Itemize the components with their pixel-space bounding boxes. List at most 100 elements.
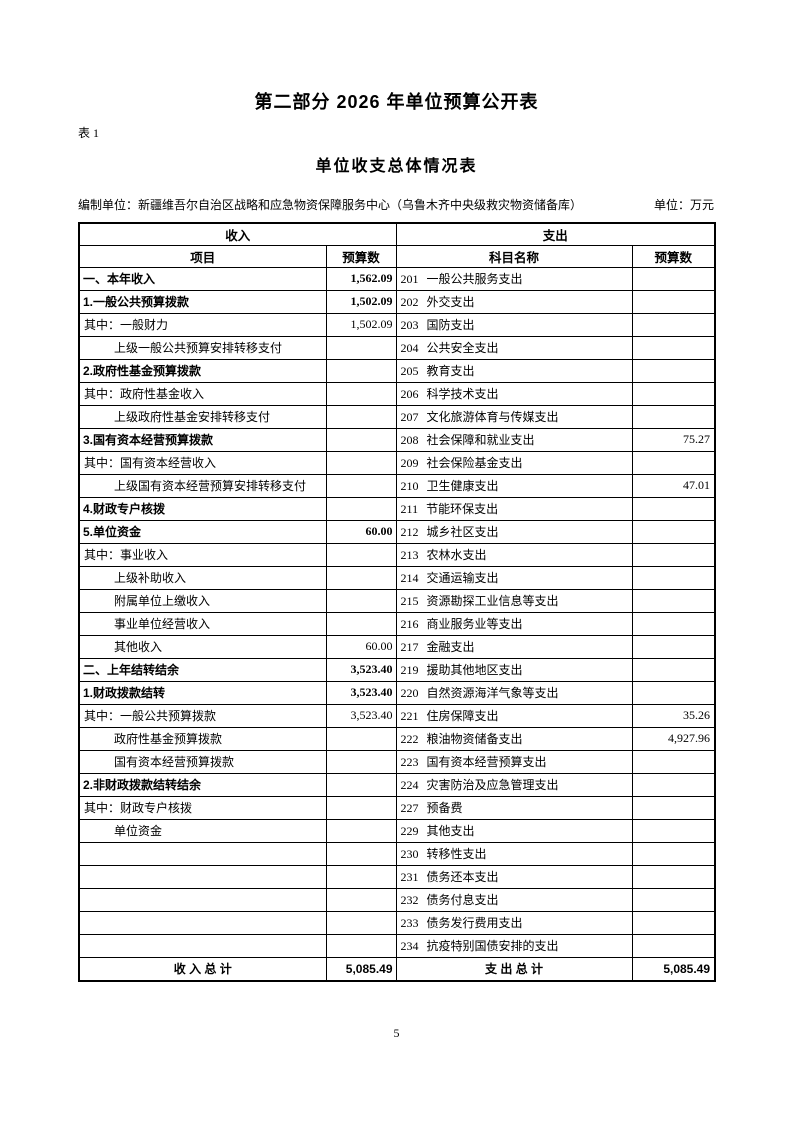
table-row: 232 债务付息支出 — [78, 887, 716, 912]
expense-subject-cell: 229 其他支出 — [395, 818, 633, 843]
table-title: 单位收支总体情况表 — [315, 158, 478, 175]
table-row: 其中：一般公共预算拨款 3,523.40 221 住房保障支出 35.26 — [78, 703, 716, 728]
expense-amount-cell: 35.26 — [631, 703, 716, 728]
income-amount-cell — [325, 818, 397, 843]
income-item-cell: 单位资金 — [78, 818, 327, 843]
table-row: 上级政府性基金安排转移支付 207 文化旅游体育与传媒支出 — [78, 404, 716, 429]
income-amount-cell: 1,502.09 — [325, 312, 397, 337]
expense-amount-cell — [631, 358, 716, 383]
income-amount-cell — [325, 358, 397, 383]
income-item-cell: 国有资本经营预算拨款 — [78, 749, 327, 774]
table-row: 其中：政府性基金收入 206 科学技术支出 — [78, 381, 716, 406]
income-item-cell — [78, 841, 327, 866]
expense-amount-cell — [631, 496, 716, 521]
income-amount-cell — [325, 749, 397, 774]
income-item-cell: 一、本年收入 — [78, 266, 327, 291]
expense-subject-cell: 208 社会保障和就业支出 — [395, 427, 633, 452]
income-amount-cell — [325, 381, 397, 406]
expense-total-label: 支 出 总 计 — [395, 956, 633, 982]
income-item-cell: 1.财政拨款结转 — [78, 680, 327, 705]
income-amount-cell — [325, 427, 397, 452]
income-item-cell — [78, 864, 327, 889]
expense-amount-cell — [631, 795, 716, 820]
unit-label: 单位：万元 — [653, 198, 714, 212]
income-item-cell: 二、上年结转结余 — [78, 657, 327, 682]
prepared-by: 编制单位：新疆维吾尔自治区战略和应急物资保障服务中心（乌鲁木齐中央级救灾物资储备… — [78, 196, 582, 213]
income-item-cell: 5.单位资金 — [78, 519, 327, 544]
table-row: 233 债务发行费用支出 — [78, 910, 716, 935]
col-header-subject: 科目名称 — [395, 244, 633, 268]
col-header-income-budget: 预算数 — [325, 244, 397, 268]
income-amount-cell — [325, 910, 397, 935]
expense-subject-cell: 222 粮油物资储备支出 — [395, 726, 633, 751]
income-amount-cell: 60.00 — [325, 519, 397, 544]
table-column-header-row: 项目 预算数 科目名称 预算数 — [78, 244, 716, 268]
expense-group-header: 支出 — [395, 222, 716, 246]
table-row: 1.一般公共预算拨款 1,502.09 202 外交支出 — [78, 289, 716, 314]
income-amount-cell: 60.00 — [325, 634, 397, 659]
income-amount-cell — [325, 887, 397, 912]
income-item-cell: 政府性基金预算拨款 — [78, 726, 327, 751]
page-number: 5 — [393, 1026, 400, 1040]
income-item-cell: 其他收入 — [78, 634, 327, 659]
expense-amount-cell — [631, 565, 716, 590]
expense-amount-cell — [631, 818, 716, 843]
expense-subject-cell: 231 债务还本支出 — [395, 864, 633, 889]
expense-amount-cell: 75.27 — [631, 427, 716, 452]
table-number-label: 表 1 — [78, 126, 100, 140]
expense-subject-cell: 221 住房保障支出 — [395, 703, 633, 728]
expense-amount-cell — [631, 335, 716, 360]
prepared-by-label: 编制单位： — [78, 198, 139, 212]
table-row: 上级国有资本经营预算安排转移支付 210 卫生健康支出 47.01 — [78, 473, 716, 498]
expense-subject-cell: 214 交通运输支出 — [395, 565, 633, 590]
expense-amount-cell — [631, 749, 716, 774]
income-item-cell: 其中：国有资本经营收入 — [78, 450, 327, 475]
expense-subject-cell: 216 商业服务业等支出 — [395, 611, 633, 636]
expense-subject-cell: 224 灾害防治及应急管理支出 — [395, 772, 633, 797]
expense-amount-cell — [631, 289, 716, 314]
income-item-cell — [78, 910, 327, 935]
income-amount-cell: 3,523.40 — [325, 703, 397, 728]
budget-table: 收入 支出 项目 预算数 科目名称 预算数 一、本年收入 1,562.09 201 … — [78, 222, 717, 982]
income-amount-cell — [325, 795, 397, 820]
income-item-cell: 附属单位上缴收入 — [78, 588, 327, 613]
table-row: 上级一般公共预算安排转移支付 204 公共安全支出 — [78, 335, 716, 360]
expense-amount-cell — [631, 450, 716, 475]
income-amount-cell — [325, 841, 397, 866]
table-row: 其中：一般财力 1,502.09 203 国防支出 — [78, 312, 716, 337]
income-item-cell — [78, 887, 327, 912]
expense-amount-cell — [631, 657, 716, 682]
table-row: 上级补助收入 214 交通运输支出 — [78, 565, 716, 590]
income-item-cell — [78, 933, 327, 958]
expense-amount-cell — [631, 519, 716, 544]
table-row: 其他收入 60.00 217 金融支出 — [78, 634, 716, 659]
income-item-cell: 2.非财政拨款结转结余 — [78, 772, 327, 797]
expense-amount-cell — [631, 933, 716, 958]
expense-amount-cell — [631, 588, 716, 613]
income-total-value: 5,085.49 — [325, 956, 397, 982]
col-header-item: 项目 — [78, 244, 327, 268]
expense-subject-cell: 204 公共安全支出 — [395, 335, 633, 360]
table-row: 234 抗疫特别国债安排的支出 — [78, 933, 716, 958]
expense-subject-cell: 203 国防支出 — [395, 312, 633, 337]
expense-subject-cell: 230 转移性支出 — [395, 841, 633, 866]
expense-subject-cell: 207 文化旅游体育与传媒支出 — [395, 404, 633, 429]
expense-subject-cell: 210 卫生健康支出 — [395, 473, 633, 498]
income-amount-cell — [325, 450, 397, 475]
table-row: 事业单位经营收入 216 商业服务业等支出 — [78, 611, 716, 636]
expense-subject-cell: 212 城乡社区支出 — [395, 519, 633, 544]
expense-subject-cell: 205 教育支出 — [395, 358, 633, 383]
expense-amount-cell — [631, 772, 716, 797]
income-amount-cell — [325, 588, 397, 613]
income-amount-cell — [325, 772, 397, 797]
expense-amount-cell: 4,927.96 — [631, 726, 716, 751]
income-item-cell: 3.国有资本经营预算拨款 — [78, 427, 327, 452]
income-amount-cell — [325, 565, 397, 590]
table-row: 2.政府性基金预算拨款 205 教育支出 — [78, 358, 716, 383]
table-row: 3.国有资本经营预算拨款 208 社会保障和就业支出 75.27 — [78, 427, 716, 452]
income-item-cell: 其中：事业收入 — [78, 542, 327, 567]
income-item-cell: 上级国有资本经营预算安排转移支付 — [78, 473, 327, 498]
expense-total-value: 5,085.49 — [631, 956, 716, 982]
expense-subject-cell: 220 自然资源海洋气象等支出 — [395, 680, 633, 705]
